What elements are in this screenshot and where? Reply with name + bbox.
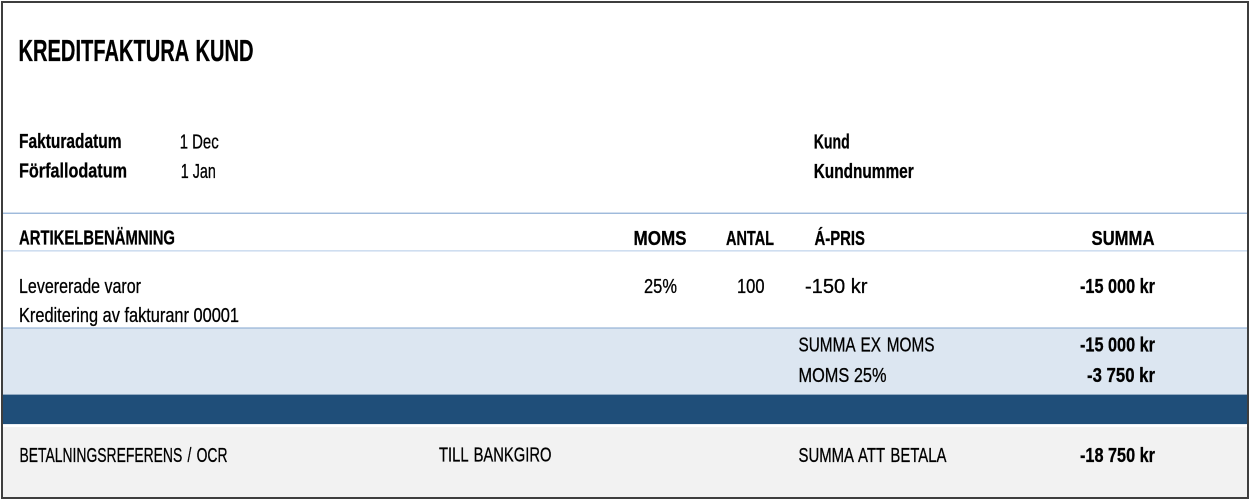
svg-text:MOMS 25%: MOMS 25% [799, 365, 887, 387]
svg-text:25%: 25% [644, 276, 677, 298]
svg-text:TILL BANKGIRO: TILL BANKGIRO [439, 445, 552, 467]
svg-text:-15 000 kr: -15 000 kr [1080, 335, 1155, 357]
svg-text:ANTAL: ANTAL [726, 228, 774, 250]
svg-text:-18 750 kr: -18 750 kr [1080, 445, 1155, 467]
svg-text:-15 000 kr: -15 000 kr [1080, 276, 1155, 298]
svg-text:Fakturadatum: Fakturadatum [19, 131, 122, 153]
svg-text:SUMMA ATT BETALA: SUMMA ATT BETALA [799, 445, 947, 467]
svg-text:MOMS: MOMS [634, 228, 687, 250]
svg-text:BETALNINGSREFERENS / OCR: BETALNINGSREFERENS / OCR [20, 445, 228, 467]
svg-text:ARTIKELBENÄMNING: ARTIKELBENÄMNING [19, 226, 175, 249]
svg-text:100: 100 [737, 276, 765, 298]
svg-text:1 Jan: 1 Jan [181, 161, 216, 183]
svg-text:KREDITFAKTURA KUND: KREDITFAKTURA KUND [19, 34, 254, 68]
svg-text:Levererade varor: Levererade varor [19, 276, 141, 298]
svg-text:-3 750 kr: -3 750 kr [1087, 365, 1155, 387]
svg-text:1 Dec: 1 Dec [180, 132, 219, 154]
svg-text:Kundnummer: Kundnummer [814, 161, 914, 183]
svg-text:-150 kr: -150 kr [805, 276, 868, 298]
svg-text:SUMMA EX MOMS: SUMMA EX MOMS [799, 335, 935, 357]
svg-text:Kund: Kund [814, 132, 850, 154]
svg-text:SUMMA: SUMMA [1092, 228, 1155, 250]
svg-text:Förfallodatum: Förfallodatum [19, 161, 127, 183]
svg-text:Kreditering av fakturanr 00001: Kreditering av fakturanr 00001 [19, 305, 239, 327]
svg-text:Á-PRIS: Á-PRIS [815, 227, 866, 250]
